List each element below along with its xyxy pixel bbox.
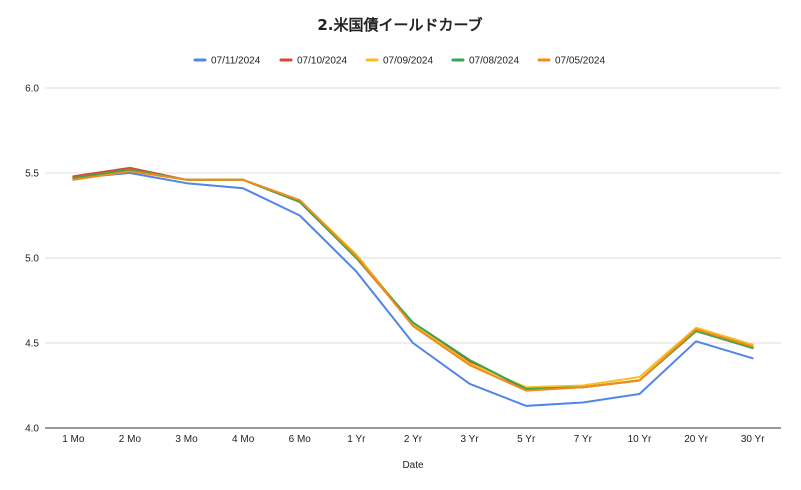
series-lines — [72, 166, 754, 407]
legend-label: 07/08/2024 — [469, 56, 519, 67]
legend-label: 07/09/2024 — [383, 56, 433, 67]
x-tick-label: 4 Mo — [232, 434, 255, 445]
y-tick-label: 4.0 — [25, 424, 39, 435]
x-tick-label: 2 Mo — [119, 434, 142, 445]
x-tick-label: 1 Mo — [62, 434, 85, 445]
legend-item[interactable]: 07/10/2024 — [279, 56, 347, 67]
y-tick-label: 5.5 — [25, 169, 39, 180]
x-axis-label: Date — [402, 460, 424, 471]
y-tick-label: 5.0 — [25, 254, 39, 265]
series-line-07-05-2024 — [72, 170, 754, 392]
series-line-07-09-2024 — [72, 168, 754, 389]
legend-label: 07/05/2024 — [555, 56, 605, 67]
gridlines — [45, 87, 781, 429]
legend-item[interactable]: 07/11/2024 — [193, 56, 261, 67]
x-tick-label: 30 Yr — [741, 434, 765, 445]
legend-item[interactable]: 07/05/2024 — [537, 56, 605, 67]
legend: 07/11/2024 07/10/2024 07/09/2024 07/08/2024… — [193, 56, 605, 67]
x-tick-label: 3 Mo — [175, 434, 198, 445]
x-tick-label: 3 Yr — [461, 434, 480, 445]
series-line-07-11-2024 — [72, 172, 754, 407]
x-axis-ticks: 1 Mo 2 Mo 3 Mo 4 Mo 6 Mo 1 Yr 2 Yr 3 Yr 5 Yr 7 Yr… — [62, 434, 765, 445]
x-tick-label: 20 Yr — [684, 434, 708, 445]
legend-item[interactable]: 07/08/2024 — [451, 56, 519, 67]
x-tick-label: 7 Yr — [574, 434, 593, 445]
x-tick-label: 10 Yr — [628, 434, 652, 445]
x-tick-label: 2 Yr — [404, 434, 423, 445]
x-tick-label: 5 Yr — [517, 434, 536, 445]
x-tick-label: 1 Yr — [347, 434, 366, 445]
x-tick-label: 6 Mo — [289, 434, 312, 445]
chart-title: 2.米国債イールドカーブ — [317, 16, 482, 34]
y-axis-ticks: 4.0 4.5 5.0 5.5 6.0 — [25, 84, 39, 435]
y-tick-label: 6.0 — [25, 84, 39, 95]
legend-label: 07/11/2024 — [211, 56, 261, 67]
legend-item[interactable]: 07/09/2024 — [365, 56, 433, 67]
legend-label: 07/10/2024 — [297, 56, 347, 67]
y-tick-label: 4.5 — [25, 339, 39, 350]
series-line-07-08-2024 — [72, 168, 754, 390]
series-line-07-10-2024 — [72, 166, 754, 390]
